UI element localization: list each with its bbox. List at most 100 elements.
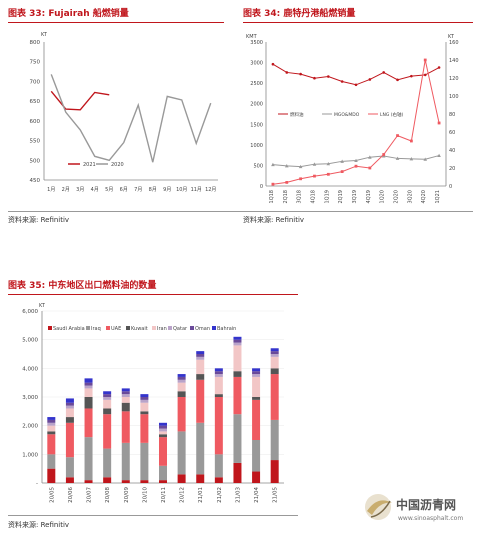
x-tick-label: 20/09 [124,487,130,503]
series-point-2 [396,134,399,137]
series-point-2 [340,170,344,173]
series-point-0 [285,71,289,74]
bar-segment-kuwait [270,368,279,375]
bar-segment-bahrain [177,374,186,377]
legend-swatch [106,326,110,330]
bar-segment-bahrain [196,351,205,354]
bar-segment-kuwait [84,397,93,409]
legend-label: Kuwait [131,326,148,332]
y-tick-label: 600 [30,119,41,125]
bar-segment-iraq [84,437,93,481]
series-point-0 [382,71,385,74]
bar-segment-oman [140,397,149,400]
x-tick-label: 21/01 [198,487,204,503]
x-tick-label: 20/11 [161,487,167,503]
y-tick-label: 3500 [250,40,263,46]
bar-segment-uae [140,414,149,443]
bar-segment-iraq [196,422,205,475]
bar-segment-oman [121,391,130,395]
bar-segment-iraq [159,465,167,481]
bar-segment-qatar [214,374,223,377]
bar-segment-kuwait [121,402,130,412]
watermark-logo: 中国沥青网 www.sinoasphalt.com [365,494,463,522]
series-point-1 [354,158,358,162]
y-tick-label: 5,000 [22,338,38,344]
series-point-1 [437,153,441,158]
legend-label-2021: 2021 [83,162,96,168]
bar-segment-uae [121,411,130,443]
bar-segment-bahrain [159,422,167,426]
bar-segment-saudi-arabia [121,480,130,483]
bar-segment-bahrain [140,394,149,397]
bar-segment-iran [214,376,223,395]
bar-segment-oman [196,354,205,357]
y2-tick-label: 120 [449,76,459,82]
bar-segment-kuwait [252,397,261,400]
legend-label: Oman [195,326,210,332]
bar-segment-iraq [233,414,242,463]
y2-tick-label: 40 [449,148,455,154]
bar-segment-oman [252,371,261,375]
legend-swatch [86,326,90,330]
x-tick-label: 1Q18 [269,190,275,203]
bar-segment-iran [65,408,74,418]
bar-segment-qatar [84,385,93,389]
chart-33-title-rule [8,22,224,23]
bar-segment-oman [103,394,112,397]
bar-segment-qatar [103,397,112,400]
bar-segment-saudi-arabia [65,477,74,483]
x-tick-label: 5月 [105,187,113,193]
y-tick-label: 450 [30,178,41,184]
bar-segment-saudi-arabia [47,468,56,483]
y-tick-label: 550 [30,139,41,145]
x-tick-label: 7月 [134,187,142,193]
x-tick-label: 1Q21 [435,190,441,203]
bar-segment-oman [233,339,242,343]
bar-segment-oman [214,371,223,375]
bar-segment-iraq [177,431,186,475]
bar-segment-oman [177,376,186,380]
y2-axis-label: KT [448,34,455,40]
bar-segment-uae [252,399,261,440]
x-tick-label: 12月 [205,187,216,193]
bar-segment-oman [47,419,56,423]
chart-34-title-rule [243,22,473,23]
bar-segment-iraq [270,419,279,461]
bar-segment-qatar [47,422,56,426]
y-tick-label: 700 [30,79,41,85]
chart-35-title: 图表 35: 中东地区出口燃料油的数量 [8,281,157,291]
bar-segment-bahrain [270,348,279,352]
x-tick-label: 2月 [62,187,70,193]
series-point-1 [271,162,275,167]
x-tick-label: 6月 [120,187,128,193]
y-tick-label: 650 [30,99,41,105]
x-tick-label: 20/12 [180,487,186,503]
bottom-source-rule [8,515,298,516]
bar-segment-kuwait [47,431,56,435]
bar-segment-iraq [47,454,56,469]
bar-segment-bahrain [252,368,261,372]
x-tick-label: 1Q20 [380,190,386,203]
y-axis-label: KMT [246,34,258,40]
legend-label-2: LNG (右轴) [380,111,404,118]
series-point-2 [326,172,330,176]
chart-33-title: 图表 33: Fujairah 船燃销量 [8,9,129,19]
y-tick-label: 1,000 [22,452,38,458]
y2-tick-label: 60 [449,130,455,136]
bar-segment-oman [270,351,279,354]
bar-segment-uae [214,397,223,455]
series-point-0 [368,78,372,81]
series-point-1 [423,157,428,161]
series-point-0 [423,73,427,77]
bar-segment-uae [233,376,242,415]
y2-tick-label: 0 [449,184,452,190]
series-line-2020 [50,74,212,163]
bar-segment-qatar [159,428,167,432]
x-tick-label: 4Q19 [366,190,372,203]
series-point-0 [327,75,330,78]
legend-label: Iran [157,326,167,332]
bar-segment-kuwait [103,408,112,415]
bar-segment-iraq [121,442,130,481]
bar-segment-iraq [140,442,149,481]
